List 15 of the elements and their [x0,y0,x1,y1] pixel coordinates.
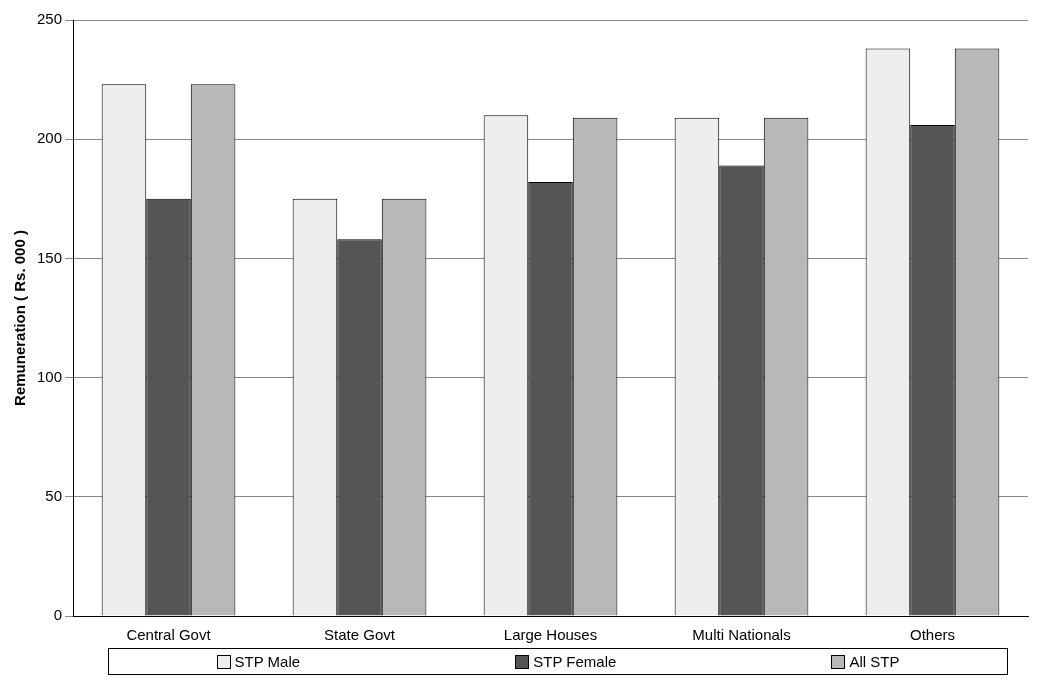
y-tick-label: 100 [37,367,63,385]
legend-label: All STP [849,653,900,670]
x-tick-label: Multi Nationals [692,626,791,644]
y-tick-label: 0 [53,606,63,624]
y-tick-label: 200 [37,129,63,147]
y-tick-label: 50 [45,486,63,504]
legend-label: STP Female [533,653,617,670]
x-tick-label: State Govt [324,626,396,644]
y-tick-label: 250 [37,10,63,28]
x-tick-label: Central Govt [126,626,212,644]
legend-label: STP Male [234,653,301,670]
y-tick-label: 150 [37,248,63,266]
y-axis-title: Remuneration ( Rs. 000 ) [11,230,29,406]
x-tick-label: Others [909,626,956,644]
x-tick-label: Large Houses [503,626,598,644]
